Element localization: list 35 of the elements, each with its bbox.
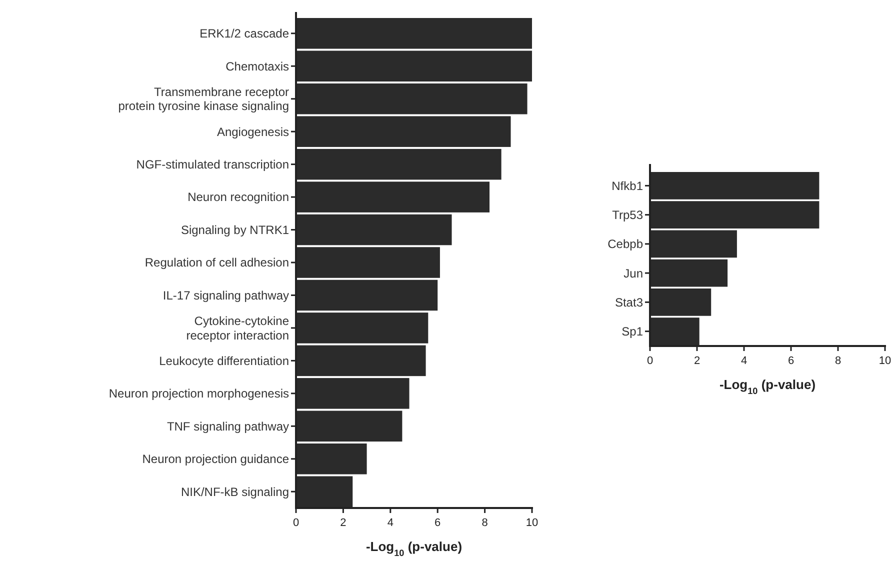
- x-tick-label: 10: [526, 517, 538, 529]
- y-tick-label: Chemotaxis: [226, 59, 289, 74]
- y-tick-label: NIK/NF-kB signaling: [180, 484, 289, 499]
- y-tick-label: Neuron projection guidance: [142, 452, 290, 466]
- x-tick-label: 6: [434, 517, 441, 529]
- y-tick-label: Stat3: [614, 295, 644, 310]
- x-axis-title: -Log$_{10}$ (p-value): [719, 377, 816, 396]
- y-tick-label: Neuron recognition: [188, 190, 289, 204]
- x-tick-label: 8: [482, 517, 488, 529]
- x-tick-label: 2: [340, 517, 346, 529]
- x-tick-label: 4: [740, 355, 748, 367]
- x-tick-label: 10: [878, 355, 892, 367]
- y-tick-label: Cebpb: [608, 237, 644, 252]
- y-tick-label: Neuron projection morphogenesis: [108, 386, 289, 401]
- y-tick-label: Jun: [624, 266, 643, 280]
- y-tick-label: IL-17 signaling pathway: [162, 288, 289, 302]
- y-tick-label: Nfkb1: [612, 178, 644, 193]
- y-tick-label: Sp1: [622, 324, 644, 339]
- y-tick-label: TNF signaling pathway: [166, 419, 289, 434]
- x-axis-title: -Log$_{10}$ (p-value): [366, 539, 462, 558]
- y-tick-label: ERK1/2 cascade: [200, 26, 290, 41]
- x-tick-label: 2: [694, 355, 700, 367]
- y-tick-label: Signaling by NTRK1: [180, 222, 290, 237]
- y-tick-label: Leukocyte differentiation: [159, 354, 289, 368]
- x-tick-label: 8: [834, 355, 842, 367]
- x-tick-label: 6: [788, 355, 794, 367]
- y-tick-label: NGF-stimulated transcription: [136, 158, 289, 172]
- y-tick-label: Cytokine-cytokine receptor interaction: [186, 314, 290, 342]
- x-tick-label: 0: [292, 517, 300, 529]
- y-tick-label: Angiogenesis: [216, 124, 289, 139]
- y-tick-label: Transmembrane receptor protein tyrosine kinase signaling: [118, 84, 289, 114]
- x-tick-label: 4: [387, 517, 394, 529]
- y-tick-label: Trp53: [612, 208, 644, 222]
- x-tick-label: 0: [646, 355, 654, 367]
- y-tick-label: Regulation of cell adhesion: [144, 256, 289, 270]
